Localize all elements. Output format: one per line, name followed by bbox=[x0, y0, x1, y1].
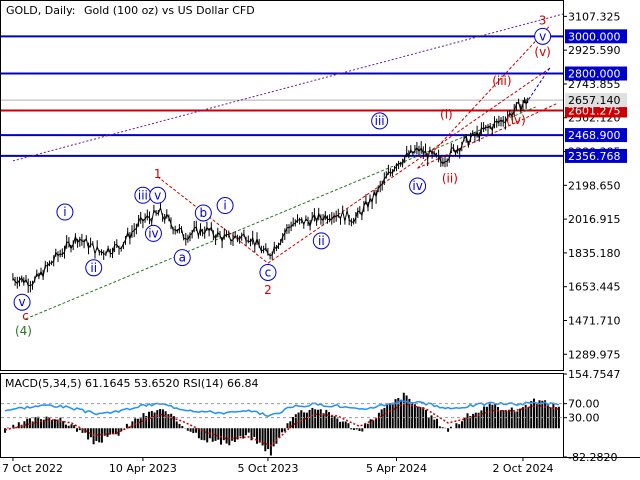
wave-label: c bbox=[265, 265, 272, 279]
wave-label-circle bbox=[149, 186, 167, 204]
wave-label: iii bbox=[138, 188, 148, 202]
price-levels-layer bbox=[1, 35, 563, 157]
price-plot-frame bbox=[0, 0, 564, 371]
price-line bbox=[12, 98, 529, 287]
wave-label: iii bbox=[375, 114, 385, 128]
price-axis-label: 2016.915 bbox=[568, 213, 621, 226]
wave-label: ii bbox=[318, 234, 325, 248]
current-price-label: 2657.140 bbox=[568, 94, 621, 107]
price-axis-label: 1835.180 bbox=[568, 247, 621, 260]
wave-correction-line bbox=[157, 176, 269, 264]
indicator-axis-label: 70.00 bbox=[568, 398, 600, 411]
wave-trendline bbox=[25, 106, 536, 320]
price-bars-layer bbox=[12, 97, 529, 293]
wave-label-circle bbox=[312, 232, 330, 250]
wave-label-circle bbox=[173, 249, 191, 267]
wave-impulse-line-upper bbox=[417, 24, 551, 169]
price-axis-label: 2743.855 bbox=[568, 78, 621, 91]
wave-label: 1 bbox=[154, 167, 162, 181]
wave-label: v bbox=[154, 188, 161, 202]
macd-histogram bbox=[4, 392, 560, 456]
wave-label: v bbox=[539, 29, 546, 43]
wave-label: iv bbox=[412, 179, 422, 193]
wave-label-circle bbox=[13, 293, 31, 311]
level-label: 2356.768 bbox=[568, 150, 621, 163]
rsi-line bbox=[4, 400, 560, 418]
level-label-box bbox=[565, 66, 627, 81]
indicator-axis-label: 30.00 bbox=[568, 412, 600, 425]
wave-label: iv bbox=[148, 226, 158, 240]
symbol-label: GOLD, Daily: bbox=[6, 4, 76, 17]
wave-label-circle bbox=[259, 263, 277, 281]
wave-label: 2 bbox=[264, 283, 272, 297]
wave-label-circle bbox=[371, 112, 389, 130]
indicator-axis-label: 154.7547 bbox=[568, 368, 621, 381]
time-axis-label: 5 Apr 2024 bbox=[366, 462, 427, 475]
symbol-description: Gold (100 oz) vs US Dollar CFD bbox=[84, 4, 255, 17]
price-axis-label: 1653.445 bbox=[568, 281, 621, 294]
price-axis-label: 1289.975 bbox=[568, 348, 621, 361]
macd-signal-line bbox=[4, 402, 560, 447]
wave-label: c bbox=[22, 309, 29, 323]
level-label: 2468.900 bbox=[568, 129, 621, 142]
wave-label: (ii) bbox=[442, 172, 458, 186]
wave-projection-line bbox=[528, 66, 551, 100]
level-label: 2800.000 bbox=[568, 68, 621, 81]
wave-label: i bbox=[223, 199, 226, 213]
indicator-label: MACD(5,34,5) 61.1645 53.6520 RSI(14) 66.… bbox=[5, 377, 258, 390]
wave-label-circle bbox=[56, 203, 74, 221]
time-axis-label: 5 Oct 2023 bbox=[237, 462, 298, 475]
indicator-axis-label: -82.2820 bbox=[568, 451, 617, 464]
macd-histogram-layer bbox=[4, 392, 560, 456]
price-axis-label: 2198.650 bbox=[568, 179, 621, 192]
wave-impulse-line bbox=[267, 67, 551, 264]
indicator-lines-layer bbox=[1, 400, 563, 447]
wave-label-circle bbox=[409, 177, 427, 195]
level-label-box bbox=[565, 148, 627, 163]
level-label-box bbox=[565, 29, 627, 44]
wave-channel-top bbox=[12, 13, 564, 162]
wave-label-circle bbox=[534, 27, 552, 45]
wave-label-circle bbox=[194, 204, 212, 222]
current-price-box bbox=[565, 93, 627, 108]
wave-label: (iii) bbox=[492, 74, 511, 88]
level-label: 2601.275 bbox=[568, 104, 621, 117]
wave-label: (iv) bbox=[506, 113, 526, 127]
wave-label-circle bbox=[85, 259, 103, 277]
wave-label: i bbox=[63, 205, 66, 219]
wave-label: b bbox=[200, 206, 208, 220]
level-labels-layer: 3000.000 2800.000 2601.275 2468.900 2356.768… bbox=[565, 29, 627, 163]
wave-label-circle bbox=[216, 197, 234, 215]
price-axis-label: 3107.325 bbox=[568, 10, 621, 23]
time-axis: 7 Oct 2022 10 Apr 2023 5 Oct 2023 5 Apr 202… bbox=[2, 457, 553, 475]
time-axis-label: 2 Oct 2024 bbox=[492, 462, 553, 475]
wave-label: v bbox=[19, 295, 26, 309]
wave-label: (i) bbox=[440, 107, 453, 121]
wave-label: (4) bbox=[15, 324, 32, 338]
price-axis-label: 2925.590 bbox=[568, 44, 621, 57]
wave-label: (v) bbox=[534, 45, 550, 59]
level-label: 3000.000 bbox=[568, 30, 621, 43]
level-label-box bbox=[565, 128, 627, 143]
wave-label: ii bbox=[90, 261, 97, 275]
price-axis: 3107.3252925.5902743.8552562.1202380.385… bbox=[563, 10, 621, 361]
wave-label-circle bbox=[144, 224, 162, 242]
price-axis-label: 1471.710 bbox=[568, 314, 621, 327]
time-axis-label: 10 Apr 2023 bbox=[109, 462, 177, 475]
wave-label: 3 bbox=[539, 14, 547, 28]
time-axis-label: 7 Oct 2022 bbox=[2, 462, 63, 475]
wave-label: a bbox=[179, 251, 186, 265]
